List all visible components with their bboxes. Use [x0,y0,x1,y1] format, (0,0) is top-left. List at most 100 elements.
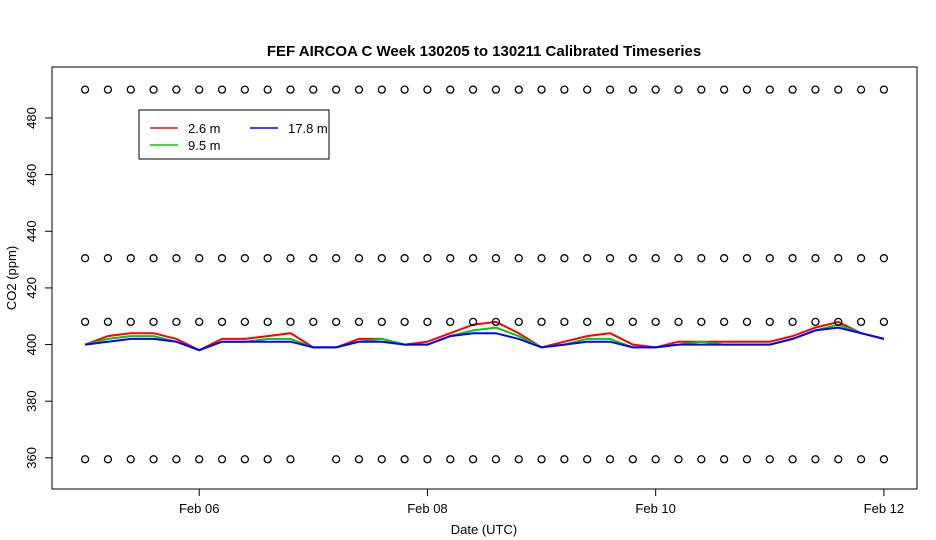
calibration-point [423,254,432,263]
chart-title: FEF AIRCOA C Week 130205 to 130211 Calib… [267,43,701,60]
calibration-point [560,317,569,327]
calibration-point [423,455,432,464]
calibration-point [263,317,272,327]
calibration-point [377,254,386,263]
calibration-point [126,254,135,263]
calibration-point [491,455,501,464]
calibration-point [719,455,729,464]
y-tick-label: 440 [24,220,39,242]
calibration-point [377,455,386,464]
calibration-point [172,254,181,263]
calibration-point [765,455,774,464]
calibration-point [674,455,683,464]
calibration-point [583,85,592,94]
calibration-point [765,317,774,327]
calibration-point [537,317,546,327]
calibration-point [423,85,432,94]
calibration-point [491,254,501,263]
calibration-point [674,85,683,94]
calibration-point [856,85,866,94]
calibration-point [651,455,660,464]
calibration-point [674,254,683,263]
calibration-point [103,85,113,94]
calibration-point [309,317,318,327]
legend [138,109,330,160]
calibration-point [605,85,615,94]
calibration-point [400,85,409,94]
calibration-point [263,85,272,94]
calibration-point [446,455,455,464]
calibration-point [788,317,797,327]
calibration-point [628,254,638,263]
calibration-point [149,455,158,464]
calibration-point [240,85,250,94]
calibration-point [468,455,478,464]
calibration-point [149,317,158,327]
calibration-point [834,455,843,464]
calibration-point [240,254,250,263]
calibration-point [560,85,569,94]
calibration-point [400,317,409,327]
y-tick-label: 400 [24,334,39,356]
calibration-point [811,317,820,327]
calibration-point [651,317,660,327]
calibration-point [195,85,204,94]
calibration-point [697,254,706,263]
x-tick-label: Feb 10 [635,501,675,516]
calibration-point [400,254,409,263]
calibration-point [400,455,409,464]
calibration-point [468,317,478,327]
calibration-point [354,455,364,464]
y-tick-label: 480 [24,107,39,129]
plot-frame [51,66,918,490]
calibration-point [286,455,295,464]
x-tick-label: Feb 06 [179,501,219,516]
calibration-point [605,317,615,327]
calibration-point [651,85,660,94]
calibration-point [195,254,204,263]
calibration-point [560,254,569,263]
calibration-point [217,455,227,464]
calibration-point [468,254,478,263]
calibration-point [309,254,318,263]
calibration-point [354,317,364,327]
calibration-point [80,254,90,263]
calibration-point [856,455,866,464]
calibration-point [103,455,113,464]
calibration-point [788,85,797,94]
calibration-point [765,254,774,263]
x-tick-label: Feb 08 [407,501,447,516]
calibration-point [286,254,295,263]
calibration-point [834,85,843,94]
calibration-point [354,85,364,94]
calibration-point [742,317,752,327]
calibration-point [628,317,638,327]
y-tick-label: 380 [24,390,39,412]
calibration-point [377,317,386,327]
calibration-point [514,254,523,263]
calibration-point [286,85,295,94]
calibration-point [788,455,797,464]
calibration-point [765,85,774,94]
series-line [84,320,885,352]
y-tick-label: 360 [24,447,39,469]
legend-label: 9.5 m [188,138,221,153]
calibration-point [605,455,615,464]
x-axis-label: Date (UTC) [451,522,517,537]
calibration-point [331,85,341,94]
calibration-point [172,455,181,464]
calibration-point [811,254,820,263]
calibration-point [468,85,478,94]
calibration-point [126,455,135,464]
y-tick-label: 460 [24,164,39,186]
calibration-point [583,455,592,464]
calibration-point [446,85,455,94]
calibration-point [651,254,660,263]
legend-label: 2.6 m [188,121,221,136]
calibration-point [103,254,113,263]
calibration-point [697,85,706,94]
calibration-point [172,85,181,94]
calibration-point [103,317,113,327]
calibration-point [697,317,706,327]
calibration-point [742,455,752,464]
